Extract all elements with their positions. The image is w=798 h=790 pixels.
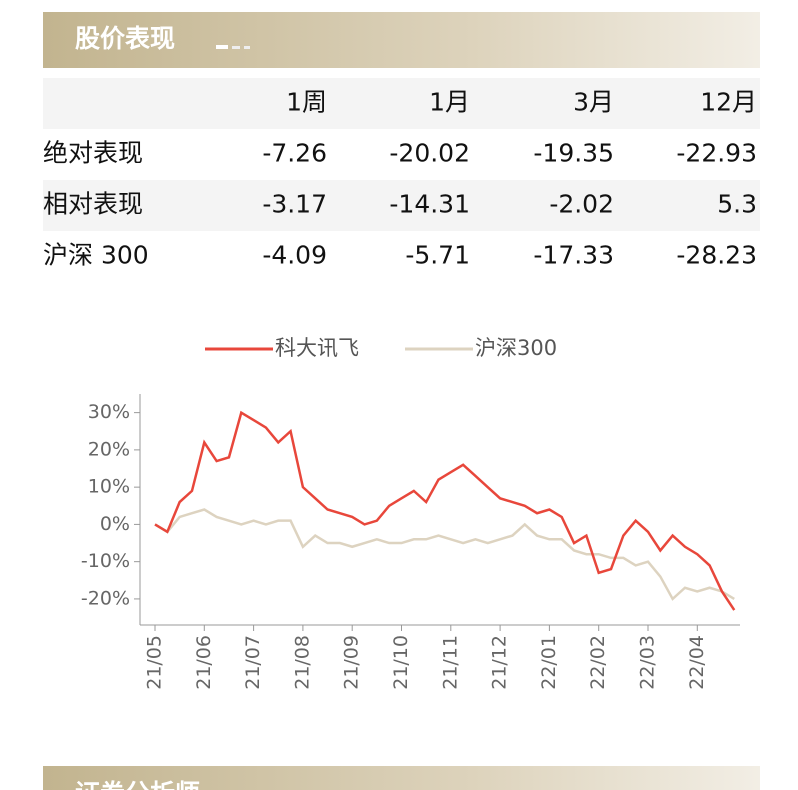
y-tick-label: -10%: [81, 550, 130, 572]
cell: -2.02: [549, 190, 614, 219]
row-label: 沪深 300: [43, 241, 149, 270]
x-tick-label: 21/05: [144, 635, 166, 690]
cell: -3.17: [262, 190, 327, 219]
cell: -20.02: [389, 139, 470, 168]
cell: -28.23: [676, 241, 757, 270]
cell: 5.3: [717, 190, 757, 219]
series-line: [154, 410, 736, 611]
decor: [216, 45, 228, 49]
decor: [232, 46, 240, 49]
series-line: [154, 508, 735, 601]
footer-bar: [43, 766, 760, 790]
x-tick-label: 22/04: [686, 635, 708, 690]
y-tick-label: -20%: [81, 587, 130, 609]
row-label: 绝对表现: [43, 139, 143, 168]
cell: -22.93: [676, 139, 757, 168]
cell: -5.71: [405, 241, 470, 270]
decor: [244, 46, 250, 49]
row-label: 相对表现: [43, 190, 143, 219]
x-tick-label: 22/03: [637, 635, 659, 690]
x-tick-label: 21/09: [341, 635, 363, 690]
x-tick-label: 21/06: [193, 635, 215, 690]
y-tick-label: 20%: [88, 438, 130, 460]
y-tick-label: 0%: [100, 513, 130, 535]
x-tick-label: 21/08: [291, 635, 313, 690]
legend-label: 科大讯飞: [275, 336, 359, 360]
y-tick-label: 30%: [88, 401, 130, 423]
footer-title: 证券分析师: [75, 779, 200, 790]
x-tick-label: 22/01: [538, 635, 560, 690]
column-header: 1周: [286, 88, 327, 117]
x-tick-label: 21/11: [439, 635, 461, 690]
header-bar: [43, 12, 760, 68]
header-title: 股价表现: [75, 24, 175, 53]
cell: -4.09: [262, 241, 327, 270]
cell: -7.26: [262, 139, 327, 168]
table-header-row: [43, 78, 760, 129]
x-tick-label: 21/12: [489, 635, 511, 690]
column-header: 12月: [700, 88, 757, 117]
x-tick-label: 22/02: [587, 635, 609, 690]
cell: -17.33: [533, 241, 614, 270]
table-row-bg: [43, 180, 760, 231]
legend-label: 沪深300: [475, 336, 557, 360]
y-tick-label: 10%: [88, 476, 130, 498]
column-header: 1月: [429, 88, 470, 117]
column-header: 3月: [573, 88, 614, 117]
cell: -19.35: [533, 139, 614, 168]
x-tick-label: 21/10: [390, 635, 412, 690]
x-tick-label: 21/07: [242, 635, 264, 690]
cell: -14.31: [389, 190, 470, 219]
